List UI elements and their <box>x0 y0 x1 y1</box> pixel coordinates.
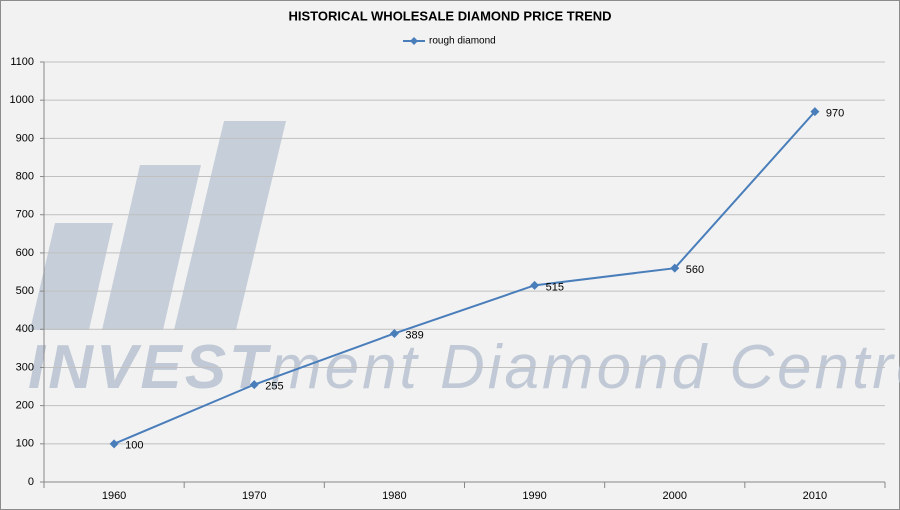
series-line <box>113 110 816 445</box>
watermark-bars <box>30 121 286 330</box>
data-point <box>810 107 820 117</box>
data-label: 100 <box>125 440 143 452</box>
plot-area: 0 100 200 300 400 500 600 700 800 900 1000 1100 1960… <box>10 36 886 502</box>
legend-label: rough diamond <box>429 36 496 47</box>
y-tick-label: 0 <box>28 476 34 488</box>
y-tick-label: 1000 <box>10 94 34 106</box>
x-tick-label: 2000 <box>663 490 687 502</box>
x-tick-label: 1990 <box>522 490 546 502</box>
data-label: 515 <box>546 281 564 293</box>
y-tick-label: 700 <box>16 209 34 221</box>
y-tick-label: 200 <box>16 400 34 412</box>
y-tick-label: 100 <box>16 438 34 450</box>
watermark-bar <box>102 165 201 330</box>
y-tick-label: 1100 <box>10 56 34 68</box>
data-point <box>530 280 540 290</box>
data-label: 970 <box>826 108 844 120</box>
y-tick-label: 300 <box>16 361 34 373</box>
x-tick-label: 2010 <box>803 490 827 502</box>
watermark-bar <box>30 223 113 330</box>
data-point <box>249 380 259 390</box>
data-label: 389 <box>405 329 423 341</box>
x-tick-label: 1980 <box>382 490 406 502</box>
data-point <box>109 439 119 449</box>
y-tick-label: 400 <box>16 323 34 335</box>
x-tick-label: 1960 <box>102 490 126 502</box>
legend-marker <box>410 37 418 45</box>
data-label: 255 <box>265 381 283 393</box>
y-tick-label: 900 <box>16 132 34 144</box>
y-tick-label: 800 <box>16 170 34 182</box>
chart-title: HISTORICAL WHOLESALE DIAMOND PRICE TREND <box>288 8 611 23</box>
x-tick-label: 1970 <box>242 490 266 502</box>
y-tick-label: 600 <box>16 247 34 259</box>
data-label: 560 <box>686 264 704 276</box>
data-point <box>670 263 680 273</box>
watermark-bar <box>174 121 286 330</box>
data-point <box>389 328 399 338</box>
y-tick-label: 500 <box>16 285 34 297</box>
